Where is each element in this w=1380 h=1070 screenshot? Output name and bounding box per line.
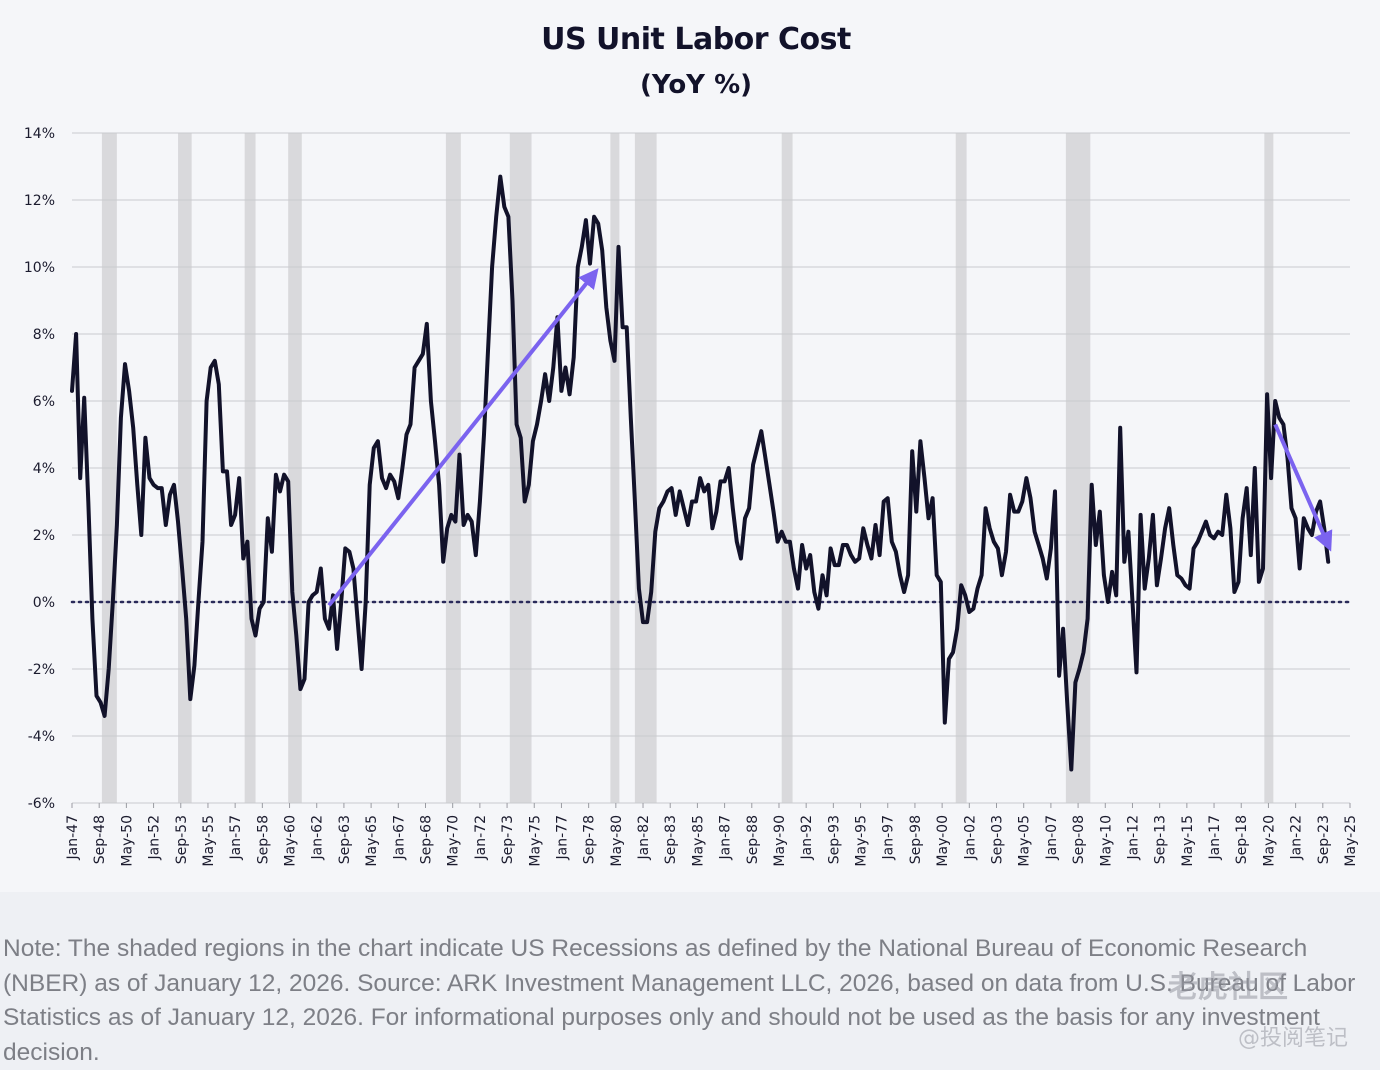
x-tick-label: Sep-48 xyxy=(92,815,108,864)
watermark-text: 老虎社区 xyxy=(1168,970,1288,1005)
x-tick-label: Jan-07 xyxy=(1044,815,1060,860)
y-tick-label: -4% xyxy=(28,729,55,745)
x-tick-label: Sep-83 xyxy=(663,815,679,864)
x-tick-label: Sep-73 xyxy=(500,815,516,864)
watermark-handle: @投阅笔记 xyxy=(1238,1026,1349,1051)
x-tick-label: Jan-72 xyxy=(473,815,489,860)
chart-subtitle: (YoY %) xyxy=(640,70,752,100)
x-tick-label: Sep-18 xyxy=(1234,815,1250,864)
x-tick-label: Sep-88 xyxy=(745,815,761,864)
x-tick-label: Jan-02 xyxy=(962,815,978,860)
trend-arrow xyxy=(1273,423,1333,552)
x-tick-label: May-10 xyxy=(1098,815,1114,867)
x-tick-label: Jan-12 xyxy=(1125,815,1141,860)
x-tick-label: Sep-13 xyxy=(1153,815,1169,864)
x-tick-label: Sep-23 xyxy=(1316,815,1332,864)
y-tick-label: -2% xyxy=(28,662,55,678)
x-tick-label: May-05 xyxy=(1017,815,1033,867)
y-tick-label: -6% xyxy=(28,796,55,812)
x-tick-label: Sep-63 xyxy=(337,815,353,864)
series-line xyxy=(70,174,1331,772)
x-tick-label: May-80 xyxy=(609,815,625,867)
x-tick-label: Sep-58 xyxy=(255,815,271,864)
x-tick-label: Sep-98 xyxy=(908,815,924,864)
y-tick-label: 0% xyxy=(33,595,55,611)
x-tick-label: Jan-62 xyxy=(310,815,326,860)
x-tick-label: Sep-53 xyxy=(174,815,190,864)
y-tick-label: 2% xyxy=(33,528,55,544)
x-tick-label: May-60 xyxy=(283,815,299,867)
chart-title: US Unit Labor Cost xyxy=(541,22,851,57)
x-tick-label: Jan-82 xyxy=(636,815,652,860)
x-tick-label: May-90 xyxy=(772,815,788,867)
x-tick-label: Jan-57 xyxy=(228,815,244,860)
x-tick-label: May-75 xyxy=(527,815,543,867)
x-tick-label: May-20 xyxy=(1261,815,1277,867)
chart-plot: 14% 12% 10% 8% 6% 4% 2% 0% -2% -4% -6% Jan-47 Sep-48… xyxy=(24,126,1359,867)
x-tick-label: May-55 xyxy=(201,815,217,867)
x-tick-label: May-00 xyxy=(935,815,951,867)
x-tick-label: May-95 xyxy=(854,815,870,867)
x-tick-label: May-65 xyxy=(364,815,380,867)
x-tick-label: Jan-47 xyxy=(65,815,81,860)
x-tick-label: Jan-92 xyxy=(799,815,815,860)
y-tick-label: 4% xyxy=(33,461,55,477)
x-tick-label: Jan-17 xyxy=(1207,815,1223,860)
x-tick-label: Sep-78 xyxy=(582,815,598,864)
chart-panel: 14% 12% 10% 8% 6% 4% 2% 0% -2% -4% -6% Jan-47 Sep-48… xyxy=(23,22,1359,867)
y-tick-label: 6% xyxy=(33,394,55,410)
x-tick-label: Jan-22 xyxy=(1289,815,1305,860)
x-tick-label: Jan-97 xyxy=(881,815,897,860)
x-tick-label: Sep-08 xyxy=(1071,815,1087,864)
x-tick-label: Sep-68 xyxy=(418,815,434,864)
x-tick-label: Jan-52 xyxy=(147,815,163,860)
x-tick-label: Jan-77 xyxy=(554,815,570,860)
y-tick-label: 14% xyxy=(24,126,55,142)
y-tick-label: 12% xyxy=(24,193,55,209)
x-tick-label: May-50 xyxy=(119,815,135,867)
x-tick-label: May-85 xyxy=(690,815,706,867)
x-tick-label: Jan-67 xyxy=(391,815,407,860)
y-tick-label: 10% xyxy=(24,260,55,276)
x-tick-label: Sep-03 xyxy=(990,815,1006,864)
x-tick-label: May-25 xyxy=(1343,815,1359,867)
y-tick-label: 8% xyxy=(33,327,55,343)
x-tick-label: Sep-93 xyxy=(826,815,842,864)
x-tick-label: May-70 xyxy=(446,815,462,867)
x-tick-label: Jan-87 xyxy=(718,815,734,860)
x-tick-label: May-15 xyxy=(1180,815,1196,867)
trend-arrow xyxy=(327,268,599,607)
source-note: Note: The shaded regions in the chart in… xyxy=(3,935,1356,1066)
